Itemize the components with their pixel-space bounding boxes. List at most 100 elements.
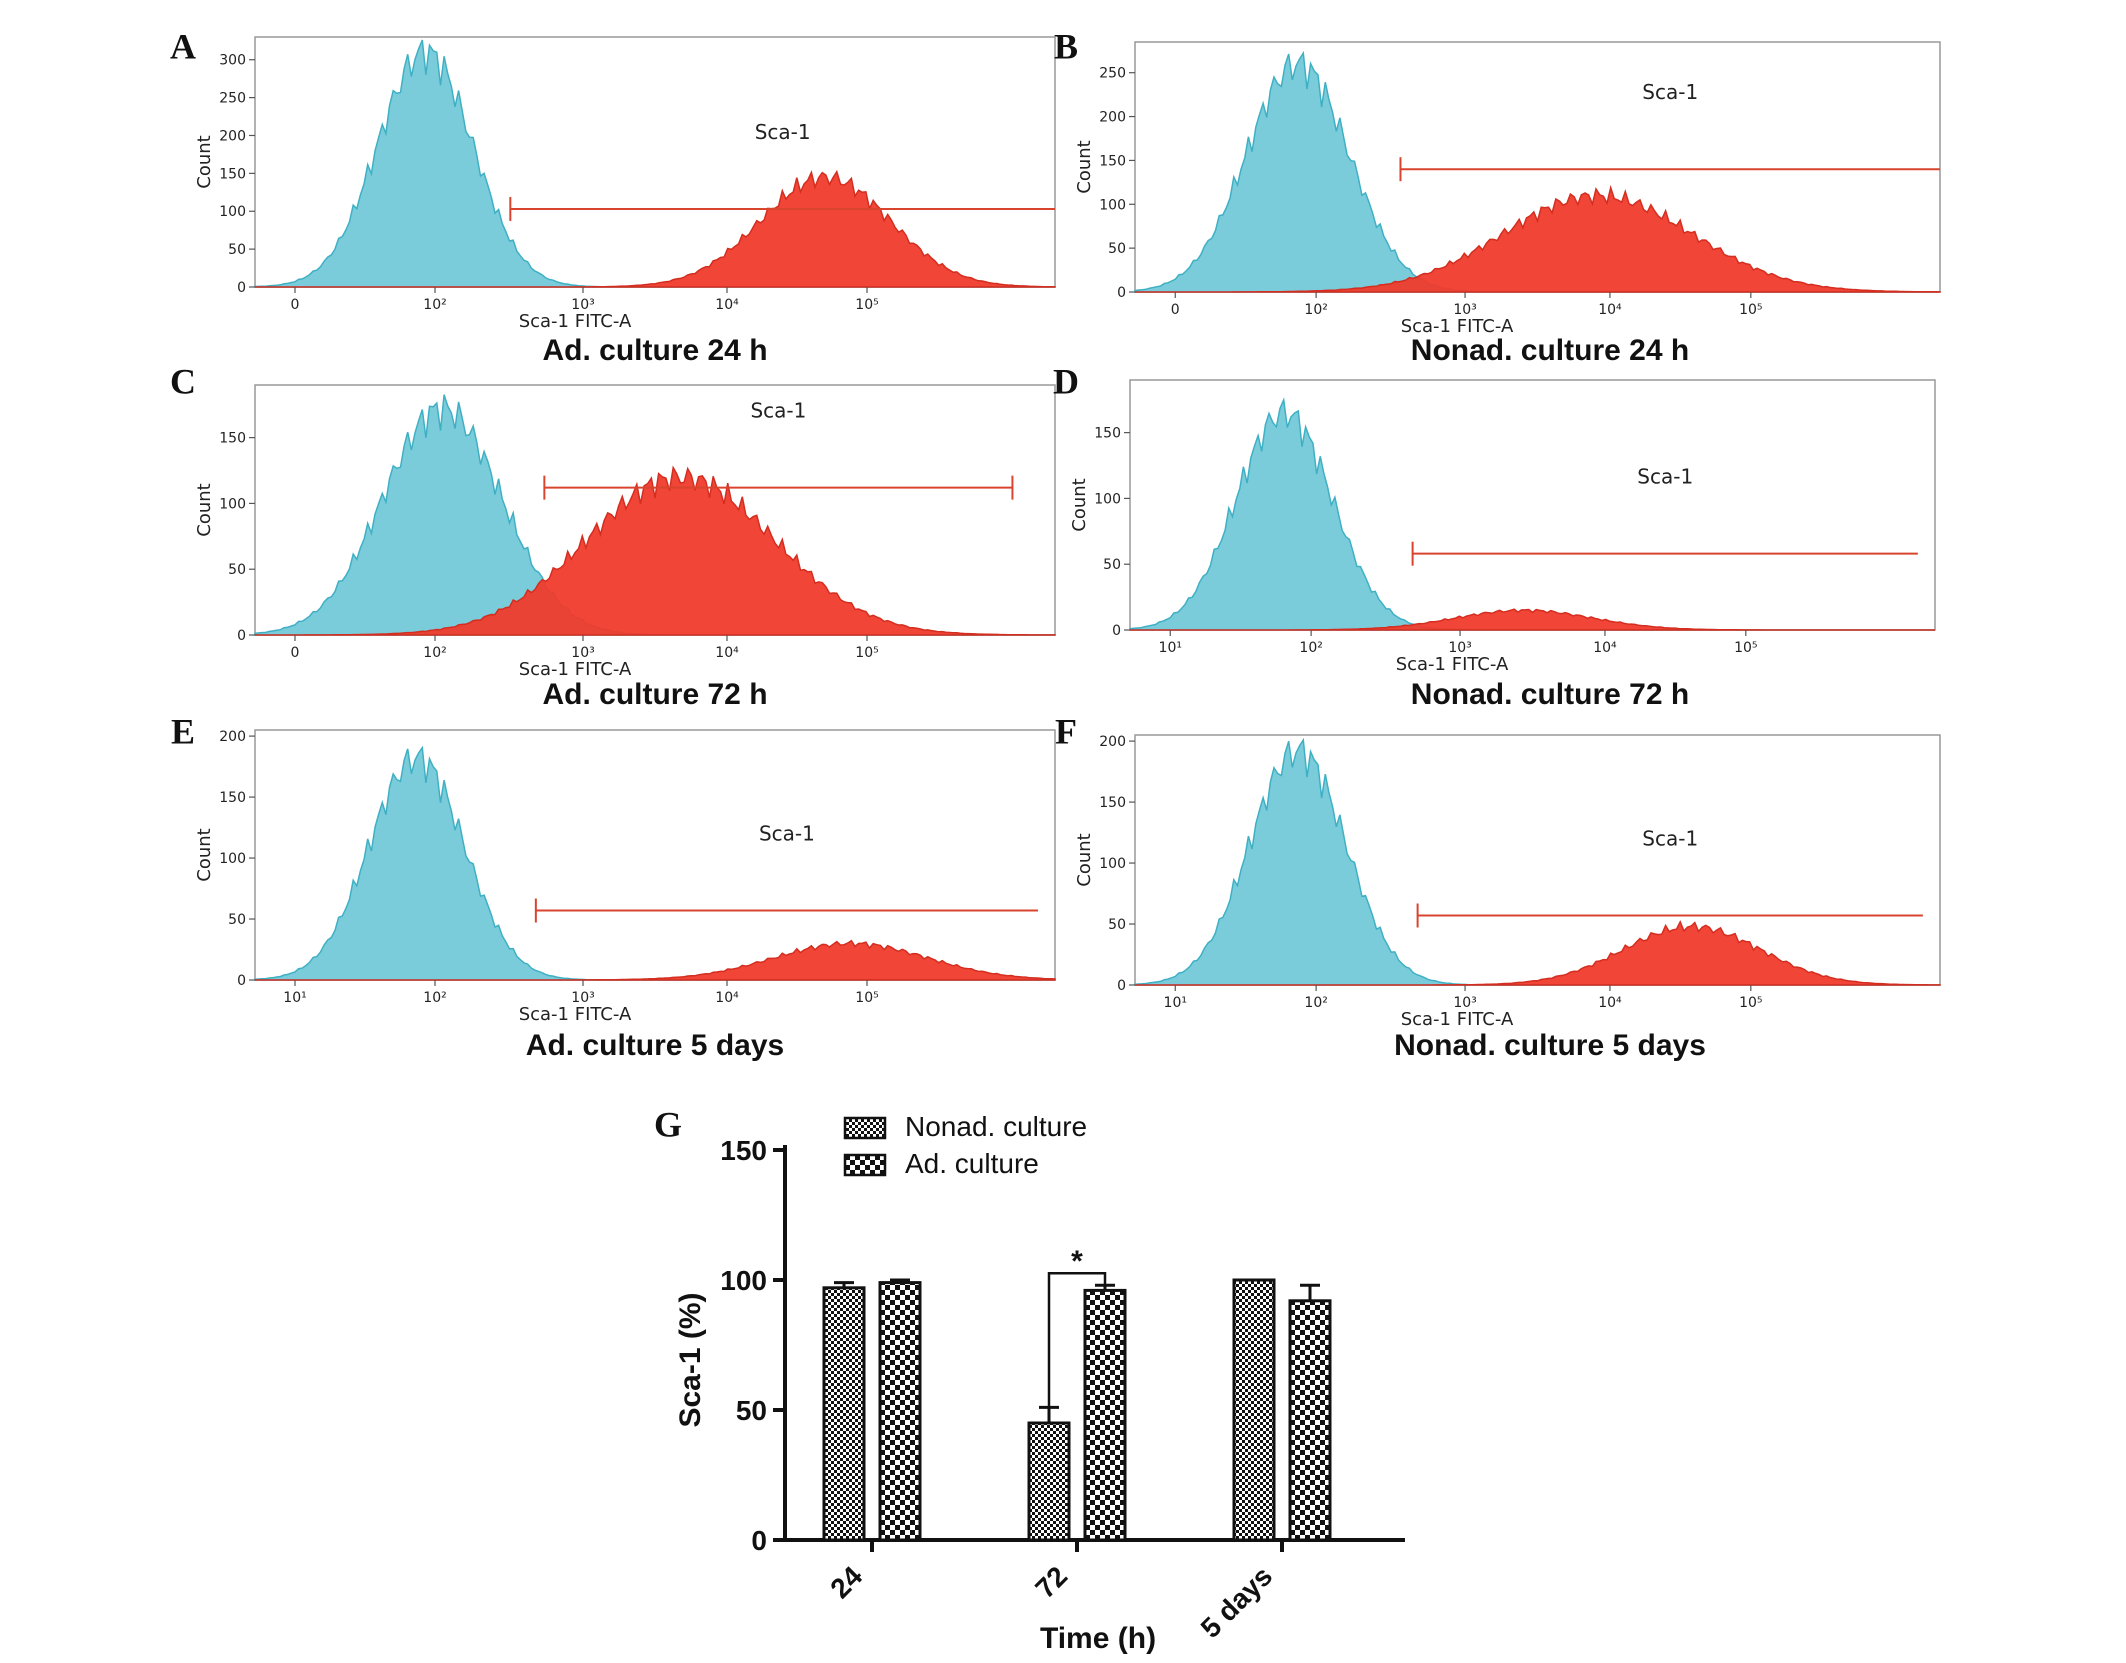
y-tick-label: 50 <box>1108 241 1126 257</box>
gate-label: Sca-1 <box>759 821 815 845</box>
bar-nonad-0 <box>822 1286 866 1542</box>
x-tick-label: 10⁴ <box>1598 302 1622 318</box>
y-tick-label: 50 <box>736 1395 767 1426</box>
x-tick-label: 10⁵ <box>855 297 878 313</box>
bar-ad-1 <box>1083 1288 1127 1542</box>
y-tick-label: 0 <box>1117 978 1126 994</box>
x-tick-label: 72 <box>1029 1560 1073 1604</box>
panel-caption: Ad. culture 5 days <box>526 1029 784 1062</box>
y-tick-label: 150 <box>1099 795 1126 811</box>
significance-bracket <box>1047 1271 1107 1408</box>
y-tick-label: 150 <box>720 1135 767 1166</box>
x-tick-label: 10⁵ <box>855 645 878 661</box>
y-tick-label: 0 <box>237 280 246 296</box>
y-tick-label: 0 <box>237 628 246 644</box>
control-histogram <box>1129 397 1935 631</box>
y-tick-label: 200 <box>219 729 246 745</box>
y-tick-label: 200 <box>1099 110 1126 126</box>
y-tick-label: 0 <box>1112 623 1121 639</box>
histogram-panel-b: B 0 50 100 150 200 250 0 10² 10³ 10⁴ 10⁵ Sca-1 FITC-… <box>1054 26 1941 367</box>
x-tick-label: 10¹ <box>1159 640 1182 656</box>
y-tick-label: 100 <box>1099 197 1126 213</box>
x-axis-label: Time (h) <box>1040 1622 1156 1655</box>
x-tick-label: 10² <box>423 990 446 1006</box>
y-tick-label: 50 <box>1108 917 1126 933</box>
panel-caption: Nonad. culture 5 days <box>1394 1029 1706 1062</box>
x-tick-label: 5 days <box>1195 1560 1279 1644</box>
x-axis-label: Sca-1 FITC-A <box>519 1004 632 1025</box>
panel-caption: Ad. culture 24 h <box>542 334 767 367</box>
x-tick-label: 10² <box>1304 302 1327 318</box>
x-tick-label: 10¹ <box>1164 995 1187 1011</box>
x-tick-label: 10² <box>423 645 446 661</box>
gate-label: Sca-1 <box>750 399 806 423</box>
bar-ad-2 <box>1288 1299 1332 1542</box>
x-tick-label: 10⁴ <box>715 990 739 1006</box>
x-tick-label: 10⁴ <box>1598 995 1622 1011</box>
histogram-panel-c: C 0 50 100 150 0 10² 10³ 10⁴ 10⁵ Sca-1 FITC-A Count… <box>170 361 1056 711</box>
x-tick-label: 10² <box>423 297 446 313</box>
y-tick-label: 150 <box>1094 426 1121 442</box>
y-axis-label: Count <box>194 135 215 188</box>
x-tick-label: 10² <box>1299 640 1322 656</box>
legend-label-1: Ad. culture <box>905 1148 1039 1179</box>
x-tick-label: 10² <box>1304 995 1327 1011</box>
y-axis-label: Count <box>1074 140 1095 193</box>
x-tick-label: 10³ <box>1448 640 1471 656</box>
histogram-panel-d: D 0 50 100 150 10¹ 10² 10³ 10⁴ 10⁵ Sca-1 FITC-A Cou… <box>1053 361 1936 711</box>
y-tick-label: 100 <box>219 851 246 867</box>
x-tick-label: 0 <box>291 297 300 313</box>
panel-caption: Ad. culture 72 h <box>542 678 767 711</box>
y-axis-label: Count <box>194 828 215 881</box>
x-tick-label: 10³ <box>571 297 594 313</box>
y-tick-label: 0 <box>751 1525 767 1556</box>
x-tick-label: 10³ <box>571 990 594 1006</box>
control-histogram <box>1134 737 1940 986</box>
x-axis-label: Sca-1 FITC-A <box>519 659 632 680</box>
y-tick-label: 200 <box>1099 734 1126 750</box>
gate-label: Sca-1 <box>1642 80 1698 104</box>
y-tick-label: 200 <box>219 128 246 144</box>
y-axis-label: Count <box>1074 833 1095 886</box>
sca1-histogram <box>255 939 1056 981</box>
histogram-panel-a: A 0 50 100 150 200 250 300 0 10² 10³ 10⁴ 10⁵ Sca-1 FI… <box>170 26 1056 367</box>
x-tick-label: 10⁴ <box>1593 640 1617 656</box>
x-tick-label: 0 <box>291 645 300 661</box>
y-tick-label: 300 <box>219 53 246 69</box>
histogram-panels: A 0 50 100 150 200 250 300 0 10² 10³ 10⁴ 10⁵ Sca-1 FI… <box>170 26 1941 1062</box>
y-axis-label: Count <box>1069 478 1090 531</box>
x-axis-label: Sca-1 FITC-A <box>519 311 632 332</box>
y-tick-label: 150 <box>1099 153 1126 169</box>
y-axis-label: Count <box>194 483 215 536</box>
y-tick-label: 250 <box>219 91 246 107</box>
y-tick-label: 100 <box>219 204 246 220</box>
gate-label: Sca-1 <box>1637 465 1693 489</box>
panel-label: F <box>1055 711 1077 751</box>
x-tick-label: 10⁵ <box>1739 995 1762 1011</box>
bar-ad-0 <box>878 1281 922 1542</box>
y-tick-label: 50 <box>1103 557 1121 573</box>
panel-caption: Nonad. culture 24 h <box>1411 334 1689 367</box>
gate-label: Sca-1 <box>1642 826 1698 850</box>
x-tick-label: 10⁵ <box>1739 302 1762 318</box>
x-tick-label: 0 <box>1171 302 1180 318</box>
sca1-histogram <box>255 465 1056 636</box>
y-tick-label: 150 <box>219 790 246 806</box>
control-histogram <box>254 745 1055 981</box>
sca1-histogram <box>1130 608 1935 631</box>
sca1-histogram <box>255 169 1056 288</box>
panel-label: A <box>170 26 196 66</box>
significance-star: * <box>1071 1245 1083 1278</box>
x-tick-label: 10¹ <box>283 990 306 1006</box>
y-tick-label: 50 <box>228 562 246 578</box>
y-tick-label: 50 <box>228 242 246 258</box>
control-histogram <box>254 39 1055 288</box>
y-axis-label: Sca-1 (%) <box>674 1292 707 1427</box>
y-tick-label: 100 <box>1094 491 1121 507</box>
x-axis-label: Sca-1 FITC-A <box>1401 316 1514 337</box>
histogram-panel-e: E 0 50 100 150 200 10¹ 10² 10³ 10⁴ 10⁵ Sca-1 FITC-A… <box>171 711 1056 1062</box>
panel-caption: Nonad. culture 72 h <box>1411 678 1689 711</box>
x-tick-label: 10³ <box>1453 995 1476 1011</box>
legend-swatch-0 <box>843 1116 887 1140</box>
